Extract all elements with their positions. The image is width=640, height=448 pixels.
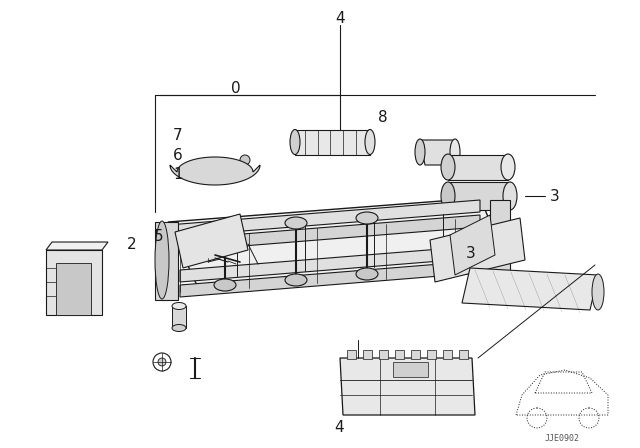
Text: 0: 0 (230, 81, 241, 96)
Circle shape (200, 236, 220, 256)
Text: 7: 7 (173, 128, 183, 143)
Polygon shape (180, 245, 490, 282)
Bar (379, 350, 388, 359)
Polygon shape (175, 214, 248, 268)
Text: 2: 2 (126, 237, 136, 252)
Ellipse shape (441, 154, 455, 180)
Polygon shape (430, 218, 525, 282)
Circle shape (63, 290, 73, 300)
Text: 8: 8 (378, 110, 388, 125)
Bar (363, 350, 372, 359)
Polygon shape (340, 358, 475, 415)
Ellipse shape (285, 274, 307, 286)
Polygon shape (448, 182, 510, 210)
Ellipse shape (172, 324, 186, 332)
Bar (459, 350, 468, 359)
Polygon shape (450, 215, 495, 275)
Polygon shape (170, 157, 260, 185)
Ellipse shape (450, 139, 460, 165)
Text: 3: 3 (550, 189, 560, 203)
Polygon shape (180, 260, 490, 297)
Circle shape (483, 241, 497, 255)
Ellipse shape (365, 129, 375, 155)
FancyBboxPatch shape (56, 263, 91, 315)
Circle shape (158, 358, 166, 366)
Circle shape (462, 244, 478, 260)
FancyBboxPatch shape (46, 250, 102, 315)
Ellipse shape (503, 182, 517, 210)
Polygon shape (168, 200, 480, 237)
Bar (443, 350, 452, 359)
Text: JJE0902: JJE0902 (545, 434, 579, 443)
Polygon shape (490, 200, 510, 280)
Ellipse shape (285, 217, 307, 229)
Ellipse shape (501, 154, 515, 180)
Polygon shape (168, 215, 480, 252)
Text: 4: 4 (334, 420, 344, 435)
Circle shape (240, 155, 250, 165)
Ellipse shape (172, 302, 186, 310)
Ellipse shape (356, 212, 378, 224)
Polygon shape (448, 155, 508, 180)
Bar (347, 350, 356, 359)
Bar (172, 306, 186, 328)
Bar (427, 350, 436, 359)
Bar (393, 362, 428, 377)
Bar (395, 350, 404, 359)
Text: 3: 3 (465, 246, 476, 261)
Ellipse shape (214, 279, 236, 291)
Polygon shape (462, 268, 598, 310)
Circle shape (466, 248, 474, 256)
Ellipse shape (441, 182, 455, 210)
Polygon shape (420, 140, 460, 165)
Ellipse shape (356, 268, 378, 280)
Ellipse shape (155, 221, 169, 299)
Polygon shape (155, 222, 178, 300)
Polygon shape (46, 242, 108, 250)
Ellipse shape (290, 129, 300, 155)
Circle shape (204, 240, 216, 252)
Text: 4: 4 (335, 10, 345, 26)
Polygon shape (168, 198, 510, 292)
Text: 6: 6 (173, 147, 183, 163)
Circle shape (354, 392, 366, 404)
Ellipse shape (415, 139, 425, 165)
Text: 5: 5 (154, 229, 164, 244)
Ellipse shape (214, 222, 236, 234)
Polygon shape (295, 130, 370, 155)
Text: 1: 1 (173, 167, 183, 182)
Ellipse shape (592, 274, 604, 310)
Circle shape (459, 249, 477, 267)
Bar (411, 350, 420, 359)
